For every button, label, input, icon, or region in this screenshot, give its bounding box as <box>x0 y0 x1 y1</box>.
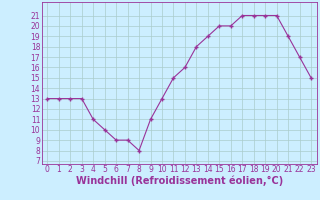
X-axis label: Windchill (Refroidissement éolien,°C): Windchill (Refroidissement éolien,°C) <box>76 176 283 186</box>
